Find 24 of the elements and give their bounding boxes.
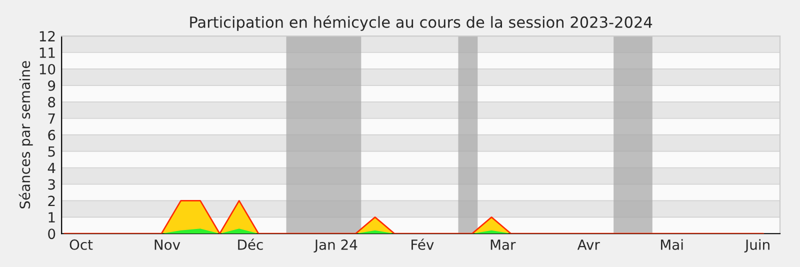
y-tick-label: 12: [40, 31, 55, 42]
x-tick-label: Mar: [490, 240, 516, 250]
x-tick-label: Jan 24: [314, 239, 358, 253]
x-tick-label: Oct: [70, 239, 93, 250]
chart-title: Participation en hémicycle au cours de la session 2023-2024: [190, 15, 652, 31]
y-tick-label: 7: [48, 114, 55, 124]
y-tick-label: 10: [40, 64, 56, 74]
y-tick-label: 1: [48, 212, 55, 222]
x-tick-label: Mai: [661, 239, 683, 250]
y-tick-label: 8: [48, 96, 56, 108]
y-tick-label: 5: [48, 146, 55, 157]
y-tick-label: 11: [40, 48, 55, 58]
y-tick-label: 9: [48, 80, 56, 91]
y-tick-label: 2: [48, 196, 55, 206]
y-tick-label: 6: [48, 130, 56, 140]
x-tick-label: Déc: [238, 238, 263, 250]
x-tick-label: Juin: [744, 239, 770, 253]
x-tick-label: Fév: [412, 238, 434, 250]
y-tick-label: 3: [48, 179, 55, 190]
y-tick-label: 0: [48, 228, 56, 240]
y-tick-label: 4: [48, 162, 56, 174]
y-axis-title: Séances par semaine: [18, 61, 33, 208]
x-tick-label: Nov: [154, 240, 180, 250]
x-tick-label: Avr: [577, 240, 600, 250]
